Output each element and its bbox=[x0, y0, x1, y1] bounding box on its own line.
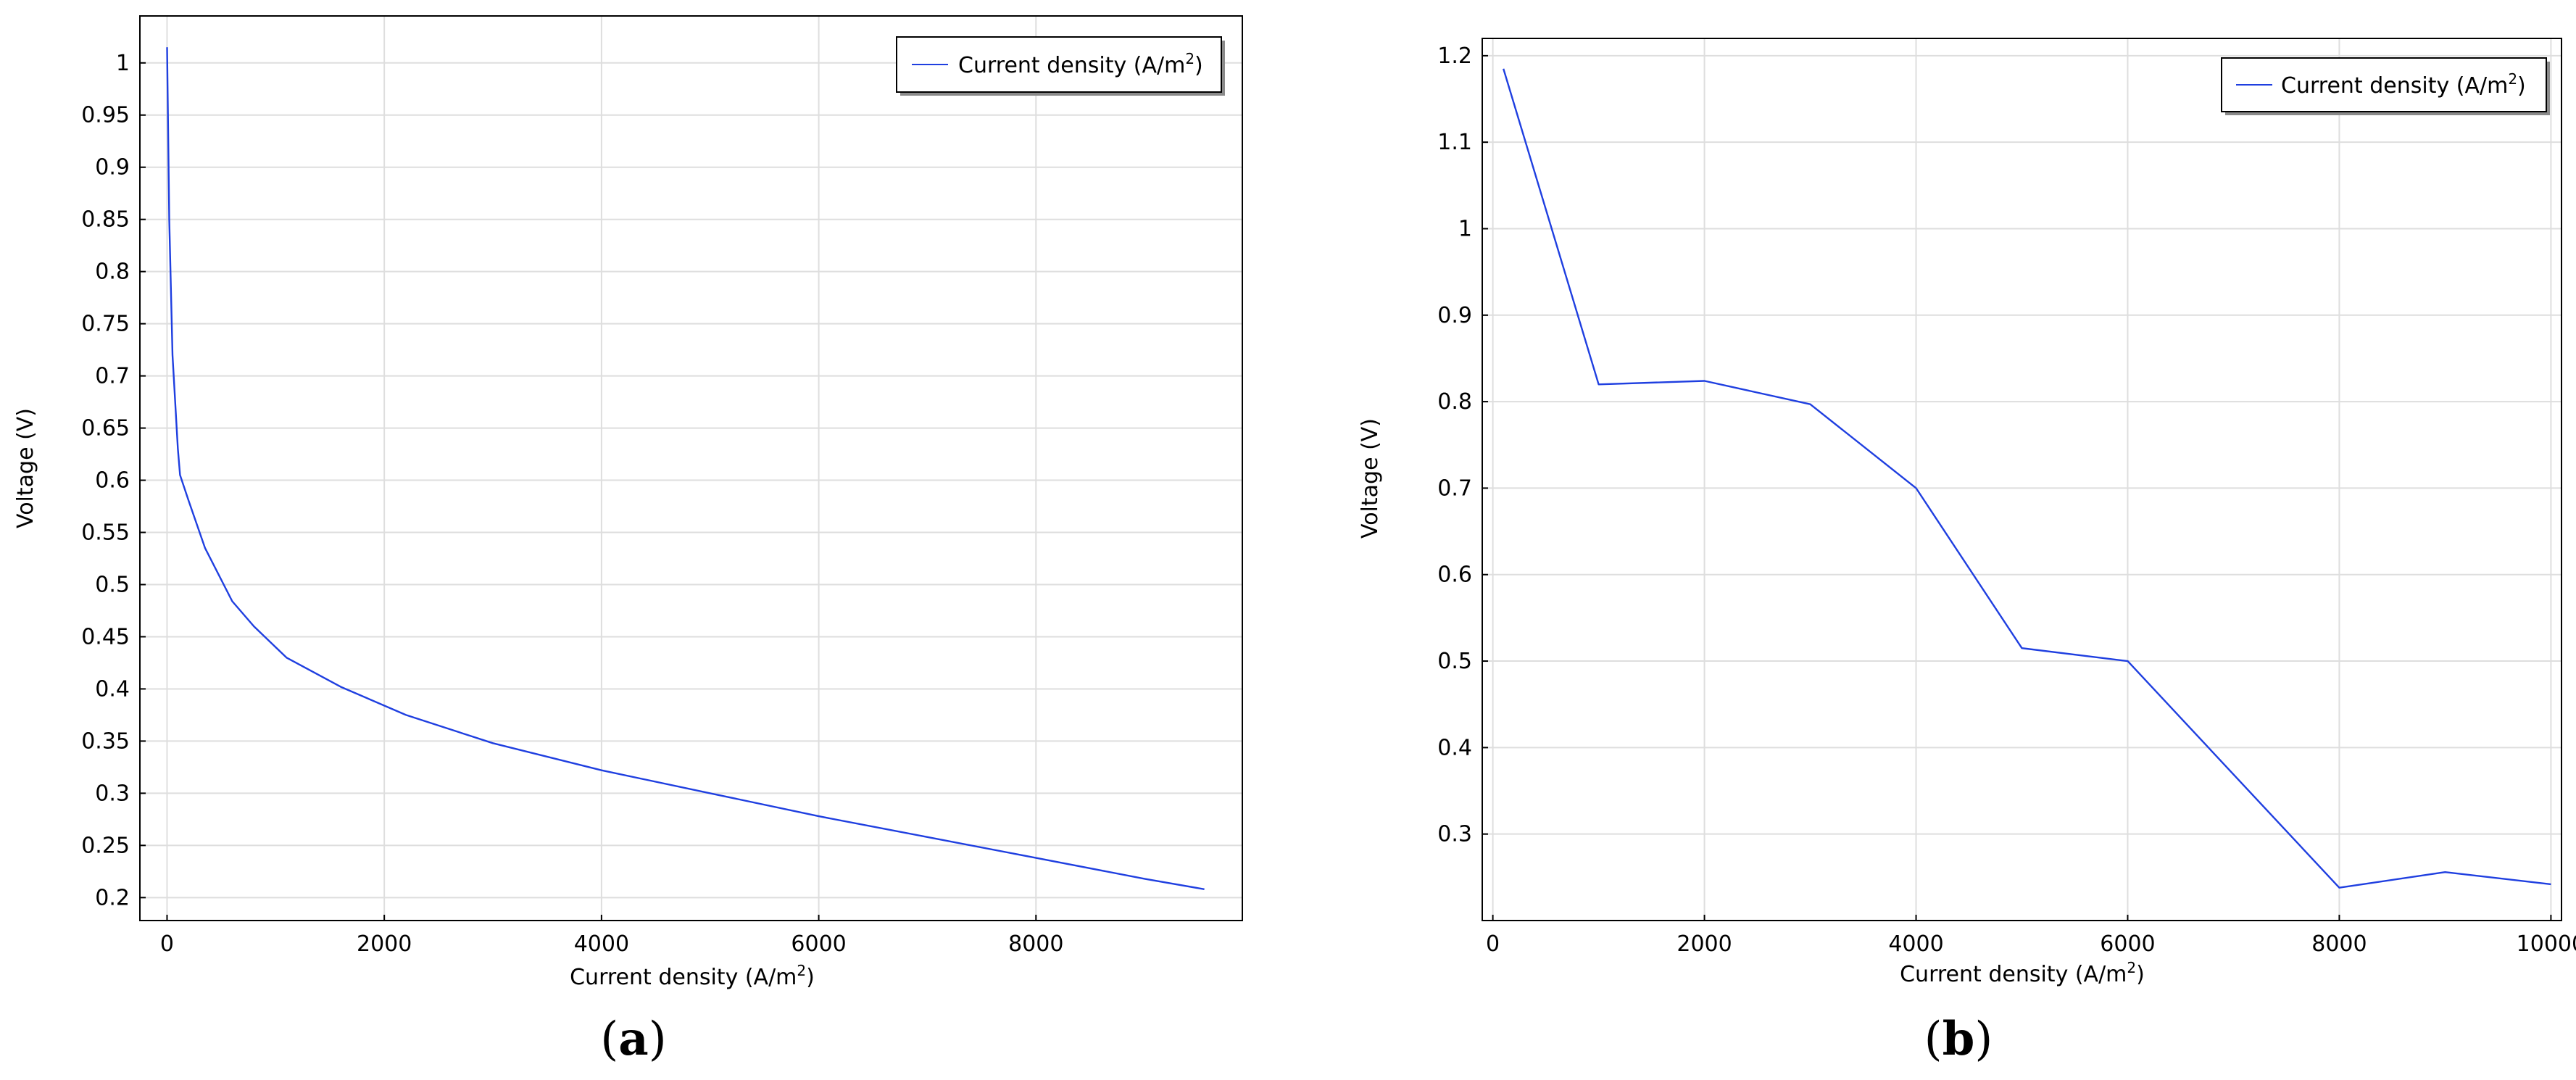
y-tick-label-a: 0.6 bbox=[95, 468, 130, 494]
y-tick-label-b: 0.6 bbox=[1437, 562, 1472, 588]
legend-label-end-b: ) bbox=[2517, 73, 2526, 99]
x-tick-label-b: 0 bbox=[1486, 931, 1500, 957]
y-tick-label-a: 0.7 bbox=[95, 364, 130, 389]
x-tick-label-a: 4000 bbox=[574, 931, 629, 957]
panel-label-b: (b) bbox=[1924, 1012, 1993, 1066]
y-tick-label-a: 0.4 bbox=[95, 676, 130, 702]
chart-panel-b: 0.3 0.4 0.5 0.6 0.7 0.8 0.9 1 1.1 1.2 0 2000 4000 60… bbox=[1358, 38, 2576, 1066]
y-tick-label-a: 0.55 bbox=[81, 520, 130, 546]
y-ticks-b: 0.3 0.4 0.5 0.6 0.7 0.8 0.9 1 1.1 1.2 bbox=[1437, 43, 1488, 847]
y-tick-label-b: 0.8 bbox=[1437, 389, 1472, 415]
y-tick-label-a: 0.85 bbox=[81, 207, 130, 233]
legend-b: Current density (A/m2) bbox=[2221, 57, 2550, 115]
x-tick-label-a: 0 bbox=[160, 931, 174, 957]
y-tick-label-b: 0.7 bbox=[1437, 475, 1472, 501]
panel-label-a-letter: a bbox=[618, 1012, 648, 1066]
plot-frame-b bbox=[1482, 38, 2562, 921]
x-ticks-a: 0 2000 4000 6000 8000 bbox=[160, 915, 1063, 957]
y-tick-label-a: 0.8 bbox=[95, 259, 130, 285]
y-axis-title-b: Voltage (V) bbox=[1358, 418, 1383, 539]
y-tick-label-a: 0.75 bbox=[81, 312, 130, 337]
legend-label-sup-b: 2 bbox=[2508, 70, 2517, 88]
y-tick-label-b: 0.3 bbox=[1437, 822, 1472, 847]
x-tick-label-b: 6000 bbox=[2100, 931, 2155, 957]
panel-label-a: (a) bbox=[600, 1012, 666, 1066]
y-tick-label-a: 0.9 bbox=[95, 155, 130, 180]
y-tick-label-b: 1.2 bbox=[1437, 43, 1472, 69]
y-tick-label-a: 0.45 bbox=[81, 624, 130, 649]
x-tick-label-b: 4000 bbox=[1888, 931, 1943, 957]
panel-label-a-close: ) bbox=[649, 1013, 667, 1066]
series-group-a bbox=[166, 47, 1205, 890]
grid-b bbox=[1482, 38, 2562, 921]
x-axis-title-sup-b: 2 bbox=[2127, 959, 2136, 976]
y-tick-label-a: 0.2 bbox=[95, 885, 130, 910]
y-tick-label-a: 0.25 bbox=[81, 833, 130, 858]
panel-label-b-open: ( bbox=[1924, 1013, 1943, 1066]
series-line-a-0 bbox=[166, 47, 1205, 890]
series-line-b-0 bbox=[1503, 68, 2551, 889]
x-axis-title-a: Current density (A/m2) bbox=[570, 962, 815, 990]
legend-label-end-a: ) bbox=[1194, 53, 1203, 78]
x-axis-title-end-a: ) bbox=[806, 965, 815, 990]
panel-label-b-close: ) bbox=[1974, 1013, 1993, 1066]
legend-a: Current density (A/m2) bbox=[896, 36, 1225, 96]
x-tick-label-a: 6000 bbox=[791, 931, 846, 957]
legend-box-a bbox=[896, 36, 1222, 93]
y-tick-label-a: 0.3 bbox=[95, 781, 130, 806]
x-tick-label-b: 10000 bbox=[2517, 931, 2576, 957]
y-tick-label-b: 1.1 bbox=[1437, 130, 1472, 155]
panel-label-b-letter: b bbox=[1943, 1012, 1975, 1066]
x-ticks-b: 0 2000 4000 6000 8000 10000 bbox=[1486, 915, 2576, 957]
series-group-b bbox=[1503, 68, 2551, 889]
plot-area-a bbox=[140, 16, 1242, 921]
y-tick-label-b: 0.4 bbox=[1437, 735, 1472, 760]
y-tick-label-a: 0.65 bbox=[81, 416, 130, 441]
y-tick-label-a: 0.35 bbox=[81, 728, 130, 754]
y-tick-label-b: 0.9 bbox=[1437, 303, 1472, 328]
y-tick-label-a: 0.95 bbox=[81, 103, 130, 128]
x-tick-label-a: 2000 bbox=[357, 931, 412, 957]
legend-box-b bbox=[2221, 57, 2547, 112]
panel-label-a-open: ( bbox=[600, 1013, 618, 1066]
x-tick-label-b: 8000 bbox=[2311, 931, 2367, 957]
plot-area-b bbox=[1482, 38, 2562, 921]
x-axis-title-sup-a: 2 bbox=[797, 962, 806, 979]
y-tick-label-b: 0.5 bbox=[1437, 649, 1472, 674]
chart-panel-a: 0.2 0.25 0.3 0.35 0.4 0.45 0.5 0.55 0.6 0.65 0.7 0.… bbox=[13, 15, 1243, 1066]
legend-label-b: Current density (A/m2) bbox=[2281, 70, 2526, 99]
plot-frame-a bbox=[139, 15, 1243, 921]
grid-a bbox=[140, 16, 1242, 921]
legend-label-a: Current density (A/m2) bbox=[958, 50, 1203, 78]
y-axis-title-a: Voltage (V) bbox=[13, 408, 38, 528]
x-tick-label-b: 2000 bbox=[1677, 931, 1732, 957]
x-axis-title-b: Current density (A/m2) bbox=[1900, 959, 2145, 987]
x-tick-label-a: 8000 bbox=[1008, 931, 1063, 957]
y-tick-label-a: 0.5 bbox=[95, 572, 130, 597]
x-axis-title-end-b: ) bbox=[2136, 962, 2145, 987]
y-tick-label-b: 1 bbox=[1458, 216, 1472, 241]
y-tick-label-a: 1 bbox=[116, 51, 130, 76]
legend-label-sup-a: 2 bbox=[1185, 50, 1194, 67]
y-ticks-a: 0.2 0.25 0.3 0.35 0.4 0.45 0.5 0.55 0.6 0.65 0.7 0.… bbox=[81, 51, 146, 910]
